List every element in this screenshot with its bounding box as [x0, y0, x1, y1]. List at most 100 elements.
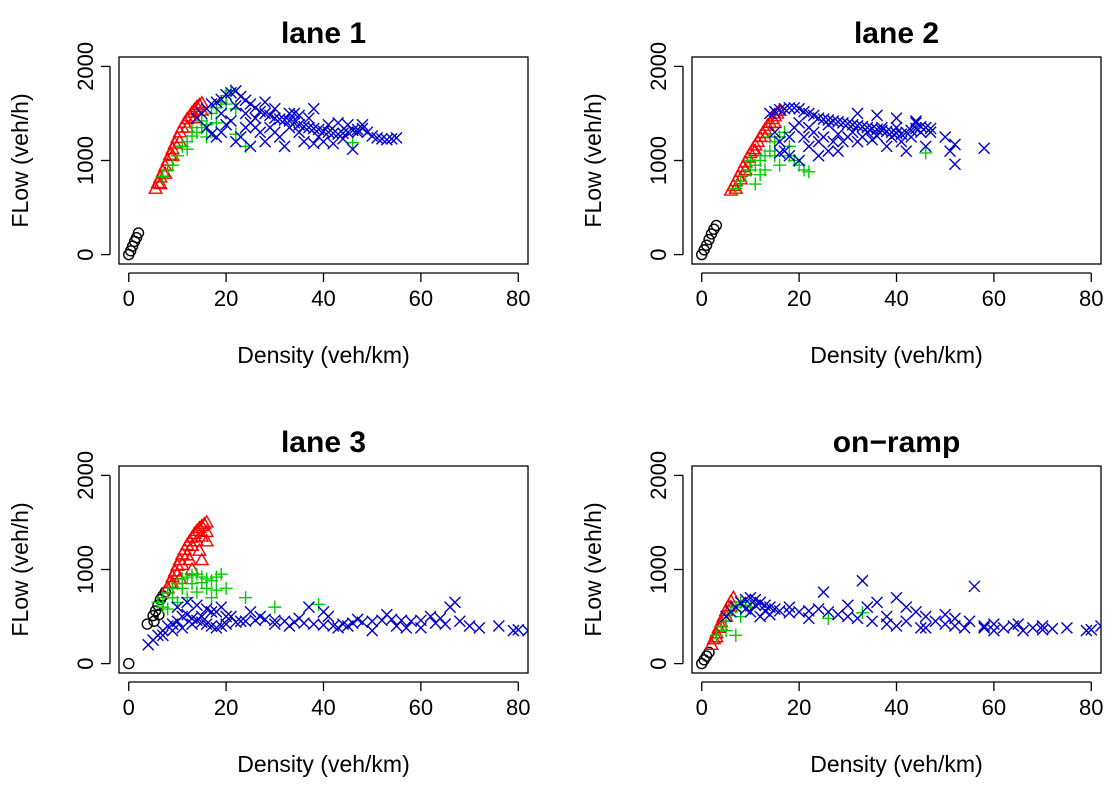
data-point	[259, 135, 272, 148]
data-point	[205, 605, 218, 618]
data-point	[366, 624, 379, 637]
data-point	[156, 600, 170, 614]
data-point	[174, 556, 190, 570]
data-point	[209, 583, 223, 597]
series-circle	[123, 227, 145, 261]
y-axis-label: FLow (veh/h)	[7, 502, 33, 636]
data-point	[773, 158, 787, 172]
data-point	[288, 616, 301, 629]
data-point	[234, 130, 247, 143]
y-tick-label: 2000	[646, 451, 671, 500]
plot-frame	[691, 465, 1102, 674]
data-point	[783, 149, 796, 162]
data-point	[710, 219, 723, 232]
data-point	[239, 615, 252, 628]
data-point	[512, 623, 525, 636]
data-point	[182, 552, 198, 566]
data-point	[268, 614, 281, 627]
data-point	[200, 121, 213, 134]
data-point	[307, 618, 320, 631]
data-point	[190, 585, 204, 599]
data-point	[783, 606, 796, 619]
data-point	[841, 117, 854, 130]
data-point	[783, 130, 796, 143]
data-point	[768, 126, 781, 139]
data-point	[939, 130, 952, 143]
data-point	[817, 130, 830, 143]
data-point	[492, 619, 505, 632]
data-point	[200, 130, 214, 144]
data-point	[180, 142, 194, 156]
x-tick-label: 80	[1079, 695, 1103, 720]
data-point	[312, 597, 326, 611]
data-point	[184, 538, 200, 552]
x-tick-label: 40	[311, 286, 335, 311]
data-point	[963, 615, 976, 628]
data-point	[244, 140, 257, 153]
data-point	[194, 528, 210, 542]
data-point	[195, 114, 209, 128]
x-tick-label: 60	[982, 286, 1006, 311]
panel-title: lane 3	[281, 426, 366, 459]
data-point	[293, 109, 306, 122]
data-point	[793, 605, 806, 618]
y-tick-label: 0	[646, 248, 671, 260]
data-point	[822, 114, 835, 127]
data-point	[341, 619, 354, 632]
data-point	[871, 596, 884, 609]
data-point	[758, 163, 772, 177]
data-point	[366, 615, 379, 628]
data-point	[181, 596, 194, 609]
x-axis-label: Density (veh/km)	[237, 342, 410, 368]
data-point	[743, 154, 757, 167]
data-point	[224, 114, 237, 127]
data-point	[812, 603, 825, 616]
data-point	[880, 140, 893, 153]
data-point	[215, 126, 228, 139]
data-point	[729, 628, 743, 642]
data-point	[307, 122, 320, 135]
data-point	[802, 140, 815, 153]
data-point	[156, 629, 169, 642]
data-point	[380, 133, 393, 146]
x-tick-label: 60	[982, 695, 1006, 720]
data-point	[400, 621, 413, 634]
data-point	[802, 121, 815, 134]
data-point	[244, 605, 257, 618]
data-point	[841, 610, 854, 623]
data-point	[194, 95, 210, 109]
data-point	[909, 605, 922, 618]
data-point	[336, 127, 349, 140]
data-point	[1036, 623, 1049, 636]
data-point	[375, 132, 388, 145]
data-point	[176, 621, 189, 634]
data-point	[1060, 621, 1073, 634]
data-point	[978, 142, 991, 155]
data-point	[239, 94, 252, 107]
data-point	[890, 127, 903, 140]
series-circle	[696, 219, 723, 261]
series-plus	[151, 567, 326, 616]
data-point	[356, 118, 369, 131]
data-point	[700, 239, 713, 251]
data-point	[919, 610, 932, 623]
x-tick-label: 40	[884, 286, 908, 311]
data-point	[924, 122, 937, 135]
plot-frame	[118, 465, 529, 674]
data-point	[1046, 622, 1059, 635]
data-point	[757, 129, 773, 143]
data-point	[929, 615, 942, 628]
data-point	[181, 608, 194, 621]
data-point	[346, 143, 359, 156]
data-point	[866, 122, 879, 135]
series-plus	[156, 84, 360, 183]
data-point	[832, 128, 845, 141]
data-point	[215, 107, 228, 120]
data-point	[978, 619, 991, 632]
data-point	[939, 618, 952, 631]
data-point	[229, 99, 242, 112]
data-point	[832, 608, 845, 621]
data-point	[1017, 624, 1030, 637]
data-point	[832, 115, 845, 128]
data-point	[719, 624, 733, 638]
